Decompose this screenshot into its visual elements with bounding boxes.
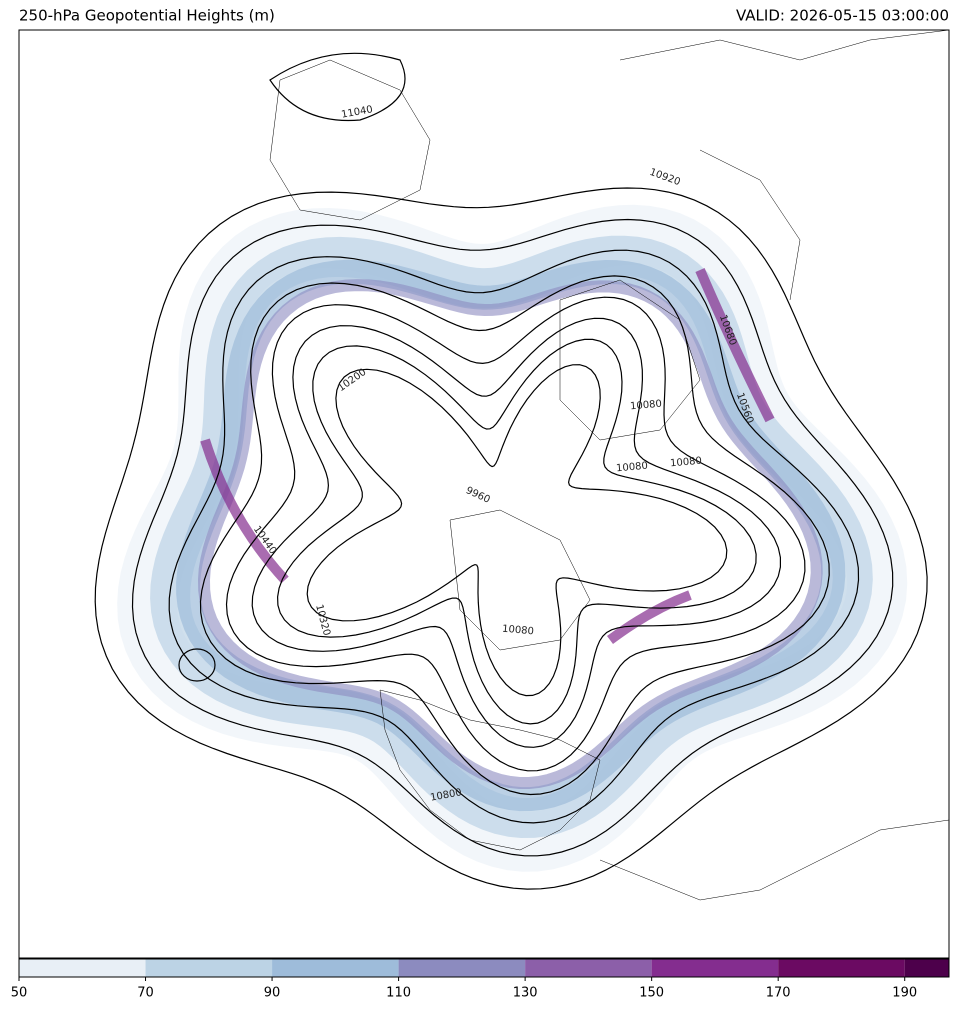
contour (168, 249, 860, 824)
contour (199, 275, 830, 796)
contour (276, 338, 757, 725)
contour-closed (178, 648, 216, 682)
jet-band (176, 259, 846, 812)
height-contours (94, 187, 928, 890)
colorbar-tick-label: 70 (137, 986, 154, 1001)
colorbar-frame (18, 958, 950, 978)
colorbar-tick-label: 150 (639, 986, 664, 1001)
contour-closed (269, 52, 406, 122)
colorbar: 50 70 90 110 130 150 170 190 (11, 958, 950, 1001)
colorbar-segment (145, 959, 273, 977)
title-right: VALID: 2026-05-15 03:00:00 (736, 7, 949, 25)
map-frame (18, 29, 950, 959)
contour-label: 10080 (616, 461, 649, 475)
colorbar-tick-label: 190 (892, 986, 917, 1001)
colorbar-tick-label: 170 (766, 986, 791, 1001)
jet-core (695, 268, 775, 423)
contour-label: 10800 (429, 787, 462, 803)
contour (306, 364, 728, 697)
jet-core (200, 438, 289, 584)
colorbar-segment (19, 959, 146, 977)
colorbar-tick-label: 90 (264, 986, 281, 1001)
contour (94, 187, 928, 890)
colorbar-segment (525, 959, 652, 977)
contour-label: 11040 (340, 104, 373, 120)
colorbar-tick-label: 50 (11, 986, 28, 1001)
contour-label: 10080 (630, 399, 663, 413)
colorbar-tick-label: 110 (386, 986, 411, 1001)
jet-core (607, 590, 692, 645)
colorbar-segment (651, 959, 779, 977)
colorbar-segment (778, 959, 905, 977)
colorbar-segment (272, 959, 399, 977)
colorbar-segment (904, 959, 949, 977)
coastlines (269, 30, 949, 901)
colorbar-segment (398, 959, 526, 977)
title-left: 250-hPa Geopotential Heights (m) (19, 7, 275, 25)
contour (131, 218, 894, 857)
contour (225, 296, 806, 772)
contour (251, 317, 781, 748)
contour-label: 10080 (670, 456, 703, 470)
colorbar-tick-label: 130 (513, 986, 538, 1001)
contour-label: 10080 (502, 624, 535, 638)
